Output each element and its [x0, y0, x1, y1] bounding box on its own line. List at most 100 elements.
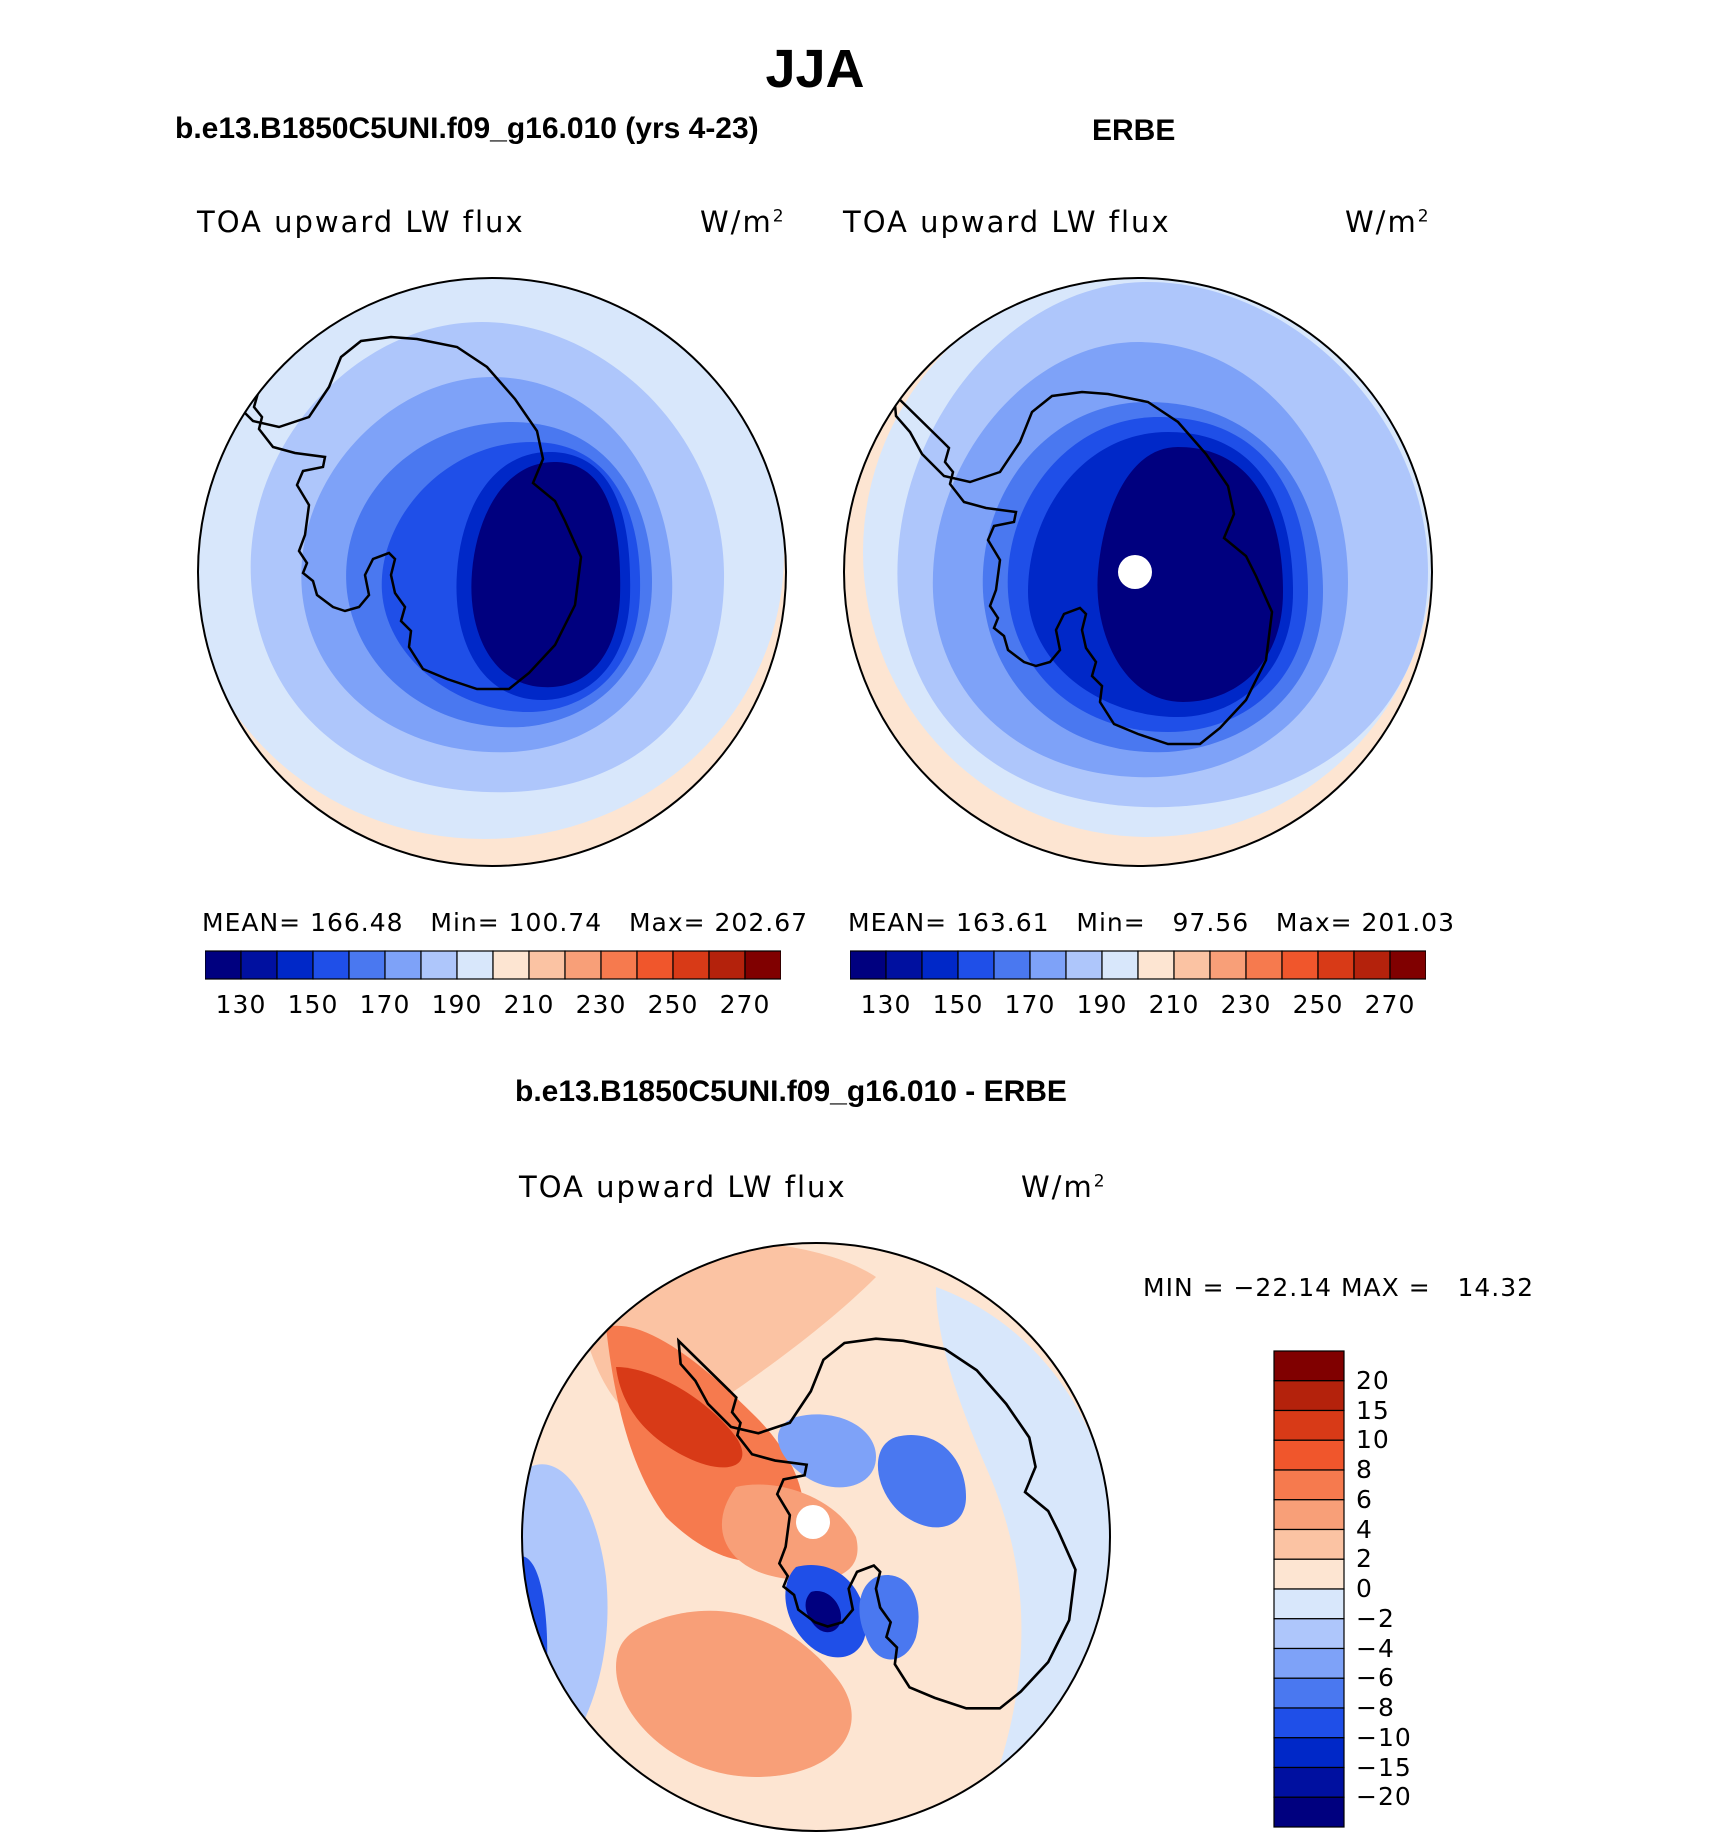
left-variable-label: TOA upward LW flux	[197, 205, 525, 239]
left-colorbar-swatch	[384, 950, 422, 980]
diff-interior-negative-2	[877, 1435, 966, 1528]
diff-colorbar-swatch	[1273, 1618, 1345, 1650]
right-colorbar-ticks: 130 150 170 190 210 230 250 270	[850, 990, 1426, 1020]
right-colorbar-swatch	[957, 950, 995, 980]
diff-colorbar-swatch	[1273, 1528, 1345, 1560]
left-colorbar-swatch	[636, 950, 674, 980]
diff-antarctica-coastline	[676, 1337, 1077, 1710]
diff-interior-positive	[721, 1484, 858, 1581]
diff-colorbar	[1273, 1350, 1345, 1828]
diff-colorbar-tick-label: 4	[1356, 1514, 1373, 1544]
diff-units-label: W/m2	[1021, 1170, 1107, 1204]
left-map-border	[197, 277, 787, 867]
diff-peninsula-strong-positive	[616, 1367, 743, 1468]
right-colorbar-tick-label: 230	[1220, 990, 1272, 1019]
diff-colorbar-swatch	[1273, 1409, 1345, 1441]
diff-pole-hole	[796, 1505, 830, 1539]
left-band-130	[471, 461, 621, 688]
left-colorbar-swatch	[600, 950, 638, 980]
left-colorbar-swatch	[276, 950, 314, 980]
right-colorbar-swatch	[1317, 950, 1355, 980]
left-antarctica-coastline	[201, 335, 583, 691]
diff-stats: MIN = −22.14 MAX = 14.32	[1143, 1273, 1535, 1302]
diff-variable-label: TOA upward LW flux	[519, 1170, 847, 1204]
diff-interior-negative-1	[777, 1414, 876, 1488]
diff-colorbar-tick-label: 10	[1356, 1425, 1390, 1455]
diff-colorbar-tick-label: −15	[1356, 1752, 1412, 1782]
diff-east-negative	[936, 1287, 1110, 1777]
diff-colorbar-swatch	[1273, 1647, 1345, 1679]
left-colorbar-swatch	[492, 950, 530, 980]
diff-colorbar-tick-label: −20	[1356, 1782, 1412, 1812]
right-variable-label: TOA upward LW flux	[843, 205, 1171, 239]
diff-colorbar-swatch	[1273, 1350, 1345, 1382]
diff-colorbar-tick-label: 0	[1356, 1574, 1373, 1603]
right-colorbar-swatch	[921, 950, 959, 980]
left-colorbar-tick-label: 230	[575, 990, 627, 1019]
diff-colorbar-tick-label: −2	[1356, 1603, 1395, 1633]
diff-colorbar-tick-label: 8	[1356, 1455, 1373, 1484]
left-colorbar-swatch	[456, 950, 494, 980]
right-colorbar-swatch	[1065, 950, 1103, 980]
right-colorbar-tick-label: 150	[932, 990, 984, 1019]
diff-colorbar-swatch	[1273, 1707, 1345, 1739]
left-colorbar-tick-label: 170	[359, 990, 411, 1019]
left-polar-map	[197, 277, 787, 867]
diff-colorbar-tick-label: −4	[1356, 1633, 1395, 1663]
right-colorbar-tick-label: 250	[1292, 990, 1344, 1019]
right-colorbar-swatch	[1029, 950, 1067, 980]
left-case-title: b.e13.B1850C5UNI.f09_g16.010 (yrs 4-23)	[175, 112, 759, 145]
left-colorbar-swatch	[240, 950, 278, 980]
left-colorbar-swatch	[672, 950, 710, 980]
diff-colorbar-tick-label: −8	[1356, 1693, 1395, 1722]
diff-south-positive	[616, 1610, 852, 1777]
diff-colorbar-swatch	[1273, 1677, 1345, 1709]
diff-colorbar-swatch	[1273, 1469, 1345, 1501]
left-colorbar-tick-label: 150	[287, 990, 339, 1019]
left-colorbar-swatch	[528, 950, 566, 980]
diff-colorbar-ticks: 20 15 10 8 6 4 2 0 −2 −4 −6 −8 −10 −15 −20	[1356, 1350, 1456, 1828]
left-stats: MEAN= 166.48 Min= 100.74 Max= 202.67	[202, 908, 809, 937]
left-colorbar	[205, 950, 781, 980]
left-colorbar-swatch	[420, 950, 458, 980]
right-pole-hole	[1118, 555, 1152, 589]
left-colorbar-ticks: 130 150 170 190 210 230 250 270	[205, 990, 781, 1020]
diff-colorbar-tick-label: 2	[1356, 1544, 1373, 1574]
diff-map-border	[521, 1242, 1111, 1832]
left-colorbar-tick-label: 210	[503, 990, 555, 1019]
diff-colorbar-swatch	[1273, 1737, 1345, 1769]
diff-colorbar-swatch	[1273, 1499, 1345, 1531]
right-colorbar-swatch	[1389, 950, 1426, 980]
right-colorbar-swatch	[1209, 950, 1247, 980]
left-colorbar-swatch	[708, 950, 746, 980]
left-units-label: W/m2	[700, 205, 786, 239]
diff-case-title: b.e13.B1850C5UNI.f09_g16.010 - ERBE	[515, 1075, 1067, 1108]
left-colorbar-swatch	[348, 950, 386, 980]
left-colorbar-swatch	[564, 950, 602, 980]
right-colorbar-swatch	[993, 950, 1031, 980]
diff-colorbar-swatch	[1273, 1766, 1345, 1798]
diff-interior-negative-4	[859, 1575, 919, 1660]
diff-colorbar-tick-label: 6	[1356, 1484, 1373, 1514]
right-colorbar-tick-label: 210	[1148, 990, 1200, 1019]
right-colorbar-swatch	[1245, 950, 1283, 980]
right-colorbar-swatch	[1281, 950, 1319, 980]
right-colorbar-tick-label: 130	[860, 990, 912, 1019]
right-antarctica-coastline	[892, 390, 1274, 746]
diff-colorbar-swatch	[1273, 1588, 1345, 1620]
diff-colorbar-tick-label: 20	[1356, 1365, 1390, 1395]
right-polar-map	[843, 277, 1433, 867]
figure-title: JJA	[765, 39, 865, 99]
left-colorbar-swatch	[205, 950, 242, 980]
right-colorbar-swatch	[1137, 950, 1175, 980]
diff-polar-map	[521, 1242, 1111, 1832]
diff-colorbar-swatch	[1273, 1439, 1345, 1471]
right-colorbar-swatch	[850, 950, 887, 980]
left-colorbar-swatch	[312, 950, 350, 980]
right-colorbar-tick-label: 190	[1076, 990, 1128, 1019]
right-colorbar-tick-label: 270	[1364, 990, 1416, 1019]
diff-colorbar-tick-label: −6	[1356, 1663, 1395, 1693]
diff-colorbar-swatch	[1273, 1380, 1345, 1412]
right-colorbar-tick-label: 170	[1004, 990, 1056, 1019]
right-colorbar-swatch	[1101, 950, 1139, 980]
